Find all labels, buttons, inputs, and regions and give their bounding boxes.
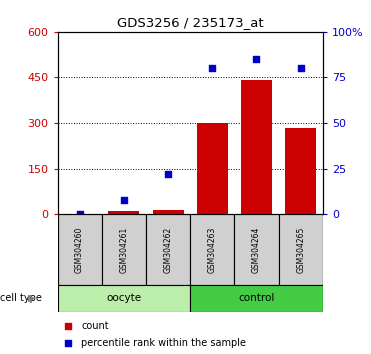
Text: GSM304265: GSM304265	[296, 226, 305, 273]
Text: GSM304264: GSM304264	[252, 226, 261, 273]
Point	[77, 211, 83, 217]
Text: count: count	[81, 321, 109, 331]
Bar	[146, 214, 190, 285]
Bar	[152, 210, 184, 214]
Text: GSM304262: GSM304262	[164, 227, 173, 273]
Point	[65, 340, 71, 346]
Text: ▶: ▶	[28, 293, 35, 303]
Bar	[102, 214, 146, 285]
Text: GSM304260: GSM304260	[75, 226, 84, 273]
Bar	[190, 285, 323, 312]
Bar	[285, 127, 316, 214]
Point	[165, 171, 171, 177]
Title: GDS3256 / 235173_at: GDS3256 / 235173_at	[117, 16, 263, 29]
Point	[65, 323, 71, 329]
Text: oocyte: oocyte	[106, 293, 141, 303]
Text: percentile rank within the sample: percentile rank within the sample	[81, 338, 246, 348]
Bar	[108, 211, 139, 214]
Bar	[279, 214, 323, 285]
Point	[121, 197, 127, 202]
Point	[298, 65, 303, 71]
Bar	[58, 285, 190, 312]
Bar	[197, 123, 228, 214]
Text: cell type: cell type	[0, 293, 42, 303]
Point	[253, 56, 259, 62]
Bar	[58, 214, 102, 285]
Bar	[234, 214, 279, 285]
Bar	[241, 80, 272, 214]
Text: GSM304263: GSM304263	[208, 226, 217, 273]
Point	[209, 65, 215, 71]
Bar	[190, 214, 234, 285]
Text: GSM304261: GSM304261	[119, 227, 128, 273]
Text: control: control	[238, 293, 275, 303]
